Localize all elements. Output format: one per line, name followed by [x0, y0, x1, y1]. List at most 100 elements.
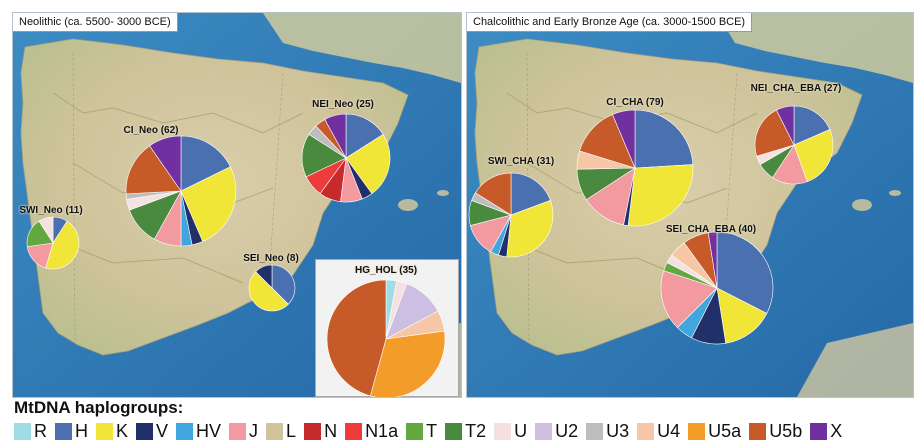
- legend-item-v: V: [136, 422, 168, 440]
- legend-swatch-u2: [535, 422, 553, 440]
- pie-slice-nei-cha-eba-x: [776, 105, 795, 146]
- legend-label: U2: [555, 421, 579, 441]
- map-panel-chalcolithic: Chalcolithic and Early Bronze Age (ca. 3…: [466, 12, 914, 398]
- pie-slice-sei-cha-eba-j: [660, 270, 718, 329]
- legend-item-r: R: [14, 422, 47, 440]
- legend-swatch-x: [810, 422, 828, 440]
- pie-swi-cha: [468, 172, 554, 258]
- legend-item-u: U: [494, 422, 527, 440]
- legend-item-x: X: [810, 422, 842, 440]
- legend-label: V: [156, 421, 169, 441]
- pie-slice-swi-neo-u: [38, 216, 54, 245]
- pie-slice-sei-cha-eba-k: [716, 287, 768, 344]
- legend-swatch-t: [406, 422, 424, 440]
- legend-label: X: [830, 421, 843, 441]
- pie-slice-sei-neo-v: [255, 264, 273, 289]
- pie-slice-ci-neo-h: [180, 135, 231, 192]
- legend-label: L: [286, 421, 297, 441]
- pie-slice-swi-neo-k: [45, 220, 80, 270]
- map-panel-neolithic: Neolithic (ca. 5500- 3000 BCE) CI_Neo (6…: [12, 12, 462, 398]
- pie-slice-ci-cha-h: [634, 109, 694, 169]
- legend-swatch-u3: [586, 422, 604, 440]
- pie-label-hg-hol: HG_HOL (35): [354, 265, 418, 276]
- pie-slice-nei-neo-t2: [301, 134, 347, 178]
- pie-slice-swi-cha-h: [510, 172, 551, 216]
- legend-label: U5a: [708, 421, 742, 441]
- panel-title-neolithic: Neolithic (ca. 5500- 3000 BCE): [13, 13, 178, 32]
- pie-slice-hg-hol-u5a: [369, 330, 446, 397]
- pie-slice-ci-cha-x: [612, 109, 636, 169]
- legend-label: T2: [465, 421, 487, 441]
- legend-swatch-t2: [445, 422, 463, 440]
- legend-item-hv: HV: [176, 422, 221, 440]
- panel-title-chalcolithic: Chalcolithic and Early Bronze Age (ca. 3…: [467, 13, 753, 32]
- pie-hg-hol: [326, 279, 446, 397]
- pie-label-swi-cha: SWI_CHA (31): [487, 156, 555, 167]
- pie-slice-sei-neo-h: [271, 264, 296, 305]
- legend-swatch-u4: [637, 422, 655, 440]
- pie-swi-neo: [26, 216, 80, 270]
- legend-item-n1a: N1a: [345, 422, 398, 440]
- pie-slice-nei-cha-eba-u5b: [754, 109, 795, 157]
- legend-swatch-h: [55, 422, 72, 440]
- pie-slice-ci-cha-k: [627, 164, 694, 227]
- legend-title: MtDNA haplogroups:: [14, 398, 184, 417]
- legend-label: J: [249, 421, 259, 441]
- pie-slice-sei-cha-eba-x: [707, 231, 718, 289]
- legend-item-u5a: U5a: [688, 422, 741, 440]
- legend-item-k: K: [96, 422, 128, 440]
- legend-item-u5b: U5b: [749, 422, 802, 440]
- legend-label: N: [324, 421, 338, 441]
- legend-swatch-j: [229, 422, 247, 440]
- legend-item-u4: U4: [637, 422, 680, 440]
- legend-swatch-hv: [176, 422, 194, 440]
- legend-item-t2: T2: [445, 422, 486, 440]
- pie-slice-sei-cha-eba-h: [716, 231, 774, 314]
- legend-label: H: [75, 421, 88, 441]
- pie-slice-sei-neo-k: [248, 271, 289, 312]
- legend-swatch-v: [136, 422, 154, 440]
- pie-sei-cha-eba: [660, 231, 774, 345]
- legend-item-j: J: [229, 422, 258, 440]
- pie-slice-nei-neo-k: [345, 134, 391, 195]
- legend-label: N1a: [365, 421, 399, 441]
- pie-label-sei-neo: SEI_Neo (8): [243, 253, 299, 264]
- pie-label-nei-neo: NEI_Neo (25): [312, 99, 374, 110]
- legend-label: U3: [606, 421, 630, 441]
- legend-swatch-n1a: [345, 422, 363, 440]
- pie-label-ci-neo: CI_Neo (62): [123, 125, 179, 136]
- pie-slice-swi-cha-u5b: [474, 172, 512, 216]
- legend-label: R: [34, 421, 47, 441]
- legend-label: U: [514, 421, 528, 441]
- legend: R H K V HV J L N N1a T T2 U U2 U3 U4 U5a U5b X: [14, 419, 850, 443]
- pie-ci-neo: [125, 135, 237, 247]
- pie-nei-cha-eba: [754, 105, 834, 185]
- legend-label: K: [116, 421, 129, 441]
- pie-label-ci-cha: CI_CHA (79): [606, 97, 664, 108]
- legend-item-u3: U3: [586, 422, 629, 440]
- legend-item-n: N: [304, 422, 337, 440]
- legend-swatch-r: [14, 422, 31, 440]
- legend-label: T: [426, 421, 438, 441]
- legend-swatch-u5b: [749, 422, 767, 440]
- pie-slice-ci-neo-x: [149, 135, 182, 192]
- pie-slice-nei-cha-eba-k: [793, 129, 834, 183]
- pie-slice-swi-cha-k: [506, 200, 554, 258]
- pie-slice-nei-neo-x: [324, 113, 347, 159]
- legend-label: HV: [196, 421, 222, 441]
- pie-slice-ci-neo-u5b: [125, 145, 182, 195]
- pie-label-nei-cha-eba: NEI_CHA_EBA (27): [750, 83, 842, 94]
- legend-label: U4: [657, 421, 681, 441]
- pie-slice-nei-cha-eba-h: [793, 105, 831, 146]
- legend-swatch-u5a: [688, 422, 706, 440]
- pie-label-sei-cha-eba: SEI_CHA_EBA (40): [665, 224, 757, 235]
- legend-item-l: L: [266, 422, 296, 440]
- pie-slice-nei-neo-h: [345, 113, 384, 159]
- legend-swatch-k: [96, 422, 113, 440]
- pie-nei-neo: [301, 113, 391, 203]
- legend-swatch-l: [266, 422, 284, 440]
- legend-item-t: T: [406, 422, 437, 440]
- legend-swatch-n: [304, 422, 322, 440]
- pie-sei-neo: [248, 264, 296, 312]
- pie-ci-cha: [576, 109, 694, 227]
